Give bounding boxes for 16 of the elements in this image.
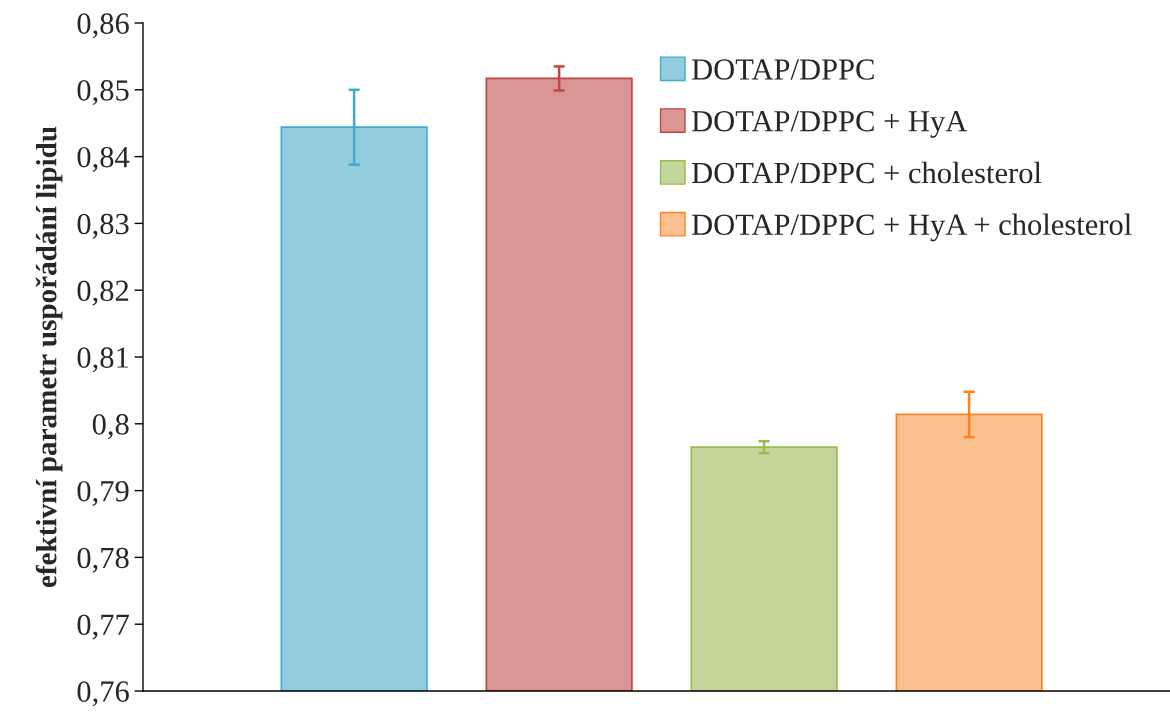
y-tick-label: 0,86 xyxy=(77,13,129,39)
y-tick-label: 0,78 xyxy=(77,547,129,573)
y-tick-label: 0,84 xyxy=(77,146,130,172)
legend-label: DOTAP/DPPC + cholesterol xyxy=(691,161,1042,184)
y-axis-title: efektivní parametr uspořádání lipidu xyxy=(35,126,63,588)
y-tick-label: 0,76 xyxy=(77,681,129,707)
y-tick-label: 0,77 xyxy=(77,614,129,640)
y-tick-label: 0,85 xyxy=(77,80,129,106)
legend-label: DOTAP/DPPC + HyA + cholesterol xyxy=(691,213,1132,242)
y-tick-label: 0,79 xyxy=(77,480,129,506)
y-tick-label: 0,83 xyxy=(77,213,129,239)
y-tick-label: 0,82 xyxy=(77,280,129,306)
y-tick-label: 0,8 xyxy=(92,414,129,440)
legend-label: DOTAP/DPPC xyxy=(691,59,874,80)
y-tick-label: 0,81 xyxy=(77,347,128,373)
legend-label: DOTAP/DPPC + HyA xyxy=(691,110,968,138)
